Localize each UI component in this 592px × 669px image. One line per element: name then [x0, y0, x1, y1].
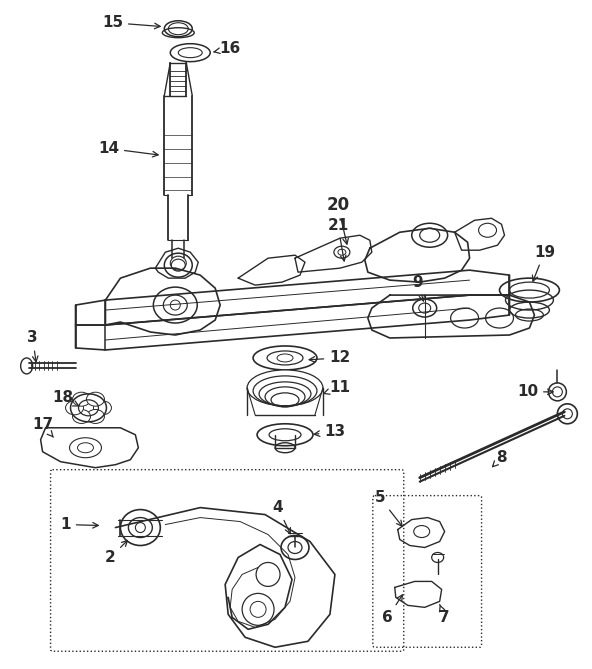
Ellipse shape — [247, 370, 323, 406]
Text: 21: 21 — [327, 217, 349, 261]
Ellipse shape — [334, 246, 350, 258]
Text: 16: 16 — [214, 41, 241, 56]
Text: 18: 18 — [52, 390, 79, 406]
Ellipse shape — [548, 383, 567, 401]
Text: 7: 7 — [439, 605, 450, 625]
Text: 1: 1 — [60, 517, 98, 532]
Ellipse shape — [165, 253, 192, 277]
Ellipse shape — [86, 409, 104, 423]
Text: 14: 14 — [98, 141, 158, 157]
Text: 11: 11 — [324, 381, 350, 395]
Text: 10: 10 — [517, 385, 553, 399]
Ellipse shape — [281, 535, 309, 559]
Ellipse shape — [66, 401, 83, 415]
Text: 12: 12 — [309, 351, 350, 365]
Text: 17: 17 — [32, 417, 53, 438]
Ellipse shape — [413, 299, 437, 317]
Text: 8: 8 — [493, 450, 507, 467]
Ellipse shape — [73, 392, 91, 406]
Ellipse shape — [242, 593, 274, 626]
Ellipse shape — [73, 409, 91, 423]
Ellipse shape — [253, 346, 317, 370]
Text: 19: 19 — [532, 245, 555, 281]
Text: 2: 2 — [105, 541, 127, 565]
Text: 13: 13 — [314, 424, 346, 440]
Ellipse shape — [411, 223, 448, 248]
Ellipse shape — [120, 510, 160, 545]
Text: 15: 15 — [102, 15, 160, 30]
Ellipse shape — [558, 404, 577, 423]
Text: 20: 20 — [326, 196, 349, 244]
Ellipse shape — [86, 392, 104, 406]
Text: 5: 5 — [375, 490, 402, 527]
Text: 9: 9 — [413, 274, 424, 301]
Ellipse shape — [21, 358, 33, 374]
Ellipse shape — [94, 401, 111, 415]
Ellipse shape — [170, 43, 210, 62]
Ellipse shape — [256, 563, 280, 587]
Ellipse shape — [432, 553, 443, 563]
Ellipse shape — [153, 287, 197, 323]
Text: 6: 6 — [382, 595, 403, 625]
Ellipse shape — [165, 21, 192, 37]
Ellipse shape — [500, 278, 559, 302]
Ellipse shape — [257, 423, 313, 446]
Text: 4: 4 — [273, 500, 291, 534]
Text: 3: 3 — [27, 330, 38, 362]
